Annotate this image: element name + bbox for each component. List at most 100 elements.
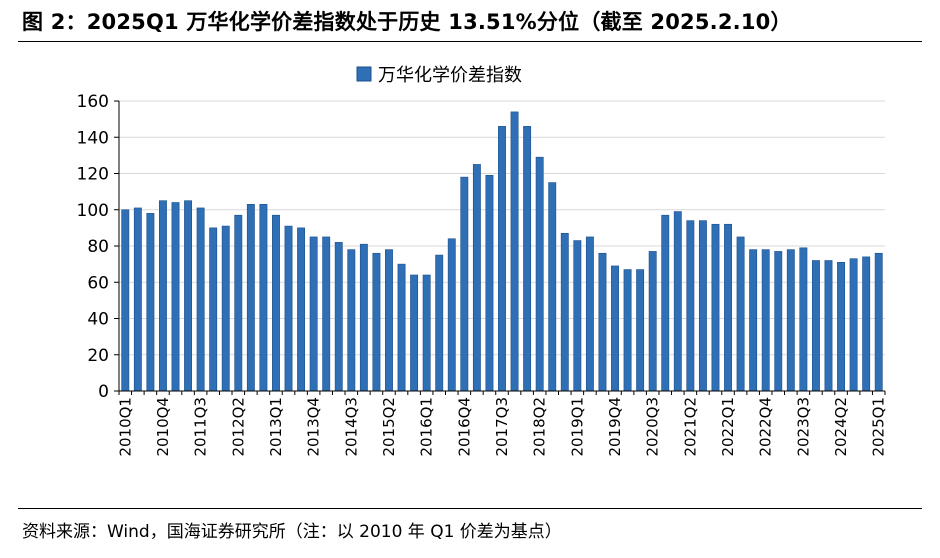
- bar: [585, 236, 594, 392]
- bar: [159, 200, 167, 392]
- bar: [146, 213, 155, 392]
- bar: [698, 220, 707, 392]
- bar: [334, 242, 343, 392]
- x-tick-label: 2019Q4: [606, 397, 624, 457]
- y-tick-label: 20: [87, 346, 109, 366]
- bars: [121, 111, 883, 392]
- bar-chart: 0 20 40 60 80 100 120 140 160 2010Q1 2010Q4 2011Q3…: [77, 65, 888, 457]
- x-tick-label: 2013Q4: [305, 397, 323, 457]
- x-tick-label: 2011Q3: [192, 397, 210, 457]
- title-rule: [18, 41, 922, 42]
- y-tick-label: 120: [77, 165, 109, 185]
- bar: [397, 263, 406, 392]
- figure-title: 图 2：2025Q1 万华化学价差指数处于历史 13.51%分位（截至 2025…: [22, 10, 792, 34]
- bar: [523, 126, 532, 392]
- bar: [347, 249, 356, 392]
- bar: [811, 260, 820, 392]
- x-tick-label: 2018Q2: [531, 397, 549, 457]
- bar: [259, 204, 268, 392]
- bar: [724, 223, 732, 392]
- bar: [510, 111, 519, 392]
- x-tick-label: 2023Q3: [794, 397, 812, 457]
- x-tick-label: 2024Q2: [832, 397, 850, 457]
- bar: [799, 247, 808, 392]
- bar: [209, 227, 218, 392]
- x-tick-label: 2010Q1: [116, 397, 134, 457]
- x-tick-label: 2025Q1: [870, 397, 888, 457]
- bar: [661, 214, 670, 392]
- bar: [309, 236, 318, 392]
- bar: [498, 126, 506, 392]
- x-tick-label: 2014Q3: [342, 397, 360, 457]
- x-tick-label: 2016Q4: [455, 397, 473, 457]
- bar: [560, 233, 569, 392]
- y-tick-label: 40: [87, 310, 109, 330]
- y-axis: 0 20 40 60 80 100 120 140 160: [77, 92, 120, 402]
- bar: [648, 251, 657, 392]
- bar: [711, 223, 720, 392]
- bar: [736, 236, 745, 392]
- bar: [460, 176, 469, 392]
- bar: [121, 209, 130, 392]
- x-tick-label: 2016Q1: [418, 397, 436, 457]
- bar: [573, 240, 582, 392]
- bar: [447, 238, 456, 392]
- source-rule: [18, 508, 922, 509]
- y-tick-label: 0: [98, 382, 109, 402]
- x-tick-label: 2017Q3: [493, 397, 511, 457]
- bar: [435, 254, 444, 392]
- bar: [246, 204, 255, 392]
- bar: [673, 211, 682, 392]
- bar: [171, 202, 180, 392]
- y-tick-label: 80: [87, 237, 109, 257]
- y-tick-label: 140: [77, 128, 109, 148]
- y-tick-label: 160: [77, 92, 109, 112]
- bar: [410, 274, 419, 392]
- legend: 万华化学价差指数: [356, 65, 522, 86]
- bar: [636, 269, 645, 392]
- bar: [422, 274, 431, 392]
- legend-swatch: [356, 66, 372, 82]
- bar: [234, 214, 243, 392]
- bar: [849, 258, 858, 392]
- legend-label: 万华化学价差指数: [378, 65, 522, 86]
- bar: [272, 214, 280, 392]
- y-tick-label: 60: [87, 273, 109, 293]
- x-tick-label: 2022Q4: [757, 397, 775, 457]
- x-tick-label: 2012Q2: [229, 397, 247, 457]
- bar: [196, 207, 205, 392]
- y-tick-label: 100: [77, 201, 109, 221]
- bar: [611, 265, 619, 392]
- x-axis: 2010Q1 2010Q4 2011Q3 2012Q2 2013Q1 2013Q4 2014…: [116, 390, 888, 457]
- bar: [221, 225, 230, 392]
- bar: [623, 269, 632, 392]
- x-tick-label: 2022Q1: [719, 397, 737, 457]
- bar: [322, 236, 331, 392]
- bar: [535, 156, 544, 392]
- bar: [824, 260, 833, 392]
- bar: [786, 249, 795, 392]
- x-tick-label: 2020Q3: [644, 397, 662, 457]
- bar: [359, 243, 368, 392]
- bar: [686, 220, 695, 392]
- bar: [774, 251, 783, 392]
- bar: [297, 227, 306, 392]
- x-tick-label: 2010Q4: [154, 397, 172, 457]
- bar: [874, 252, 883, 392]
- bar: [485, 175, 494, 392]
- source-note: 资料来源：Wind，国海证券研究所（注：以 2010 年 Q1 价差为基点）: [22, 522, 562, 542]
- bar: [862, 256, 871, 392]
- bar: [761, 249, 770, 392]
- bar: [749, 249, 758, 392]
- x-tick-label: 2019Q1: [568, 397, 586, 457]
- x-tick-label: 2013Q1: [267, 397, 285, 457]
- bar: [133, 207, 142, 392]
- bar: [184, 200, 193, 392]
- bar: [548, 182, 557, 392]
- bar: [598, 252, 607, 392]
- bar: [385, 249, 393, 392]
- x-tick-label: 2021Q2: [681, 397, 699, 457]
- bar: [372, 252, 381, 392]
- bar: [837, 262, 845, 392]
- x-tick-label: 2015Q2: [380, 397, 398, 457]
